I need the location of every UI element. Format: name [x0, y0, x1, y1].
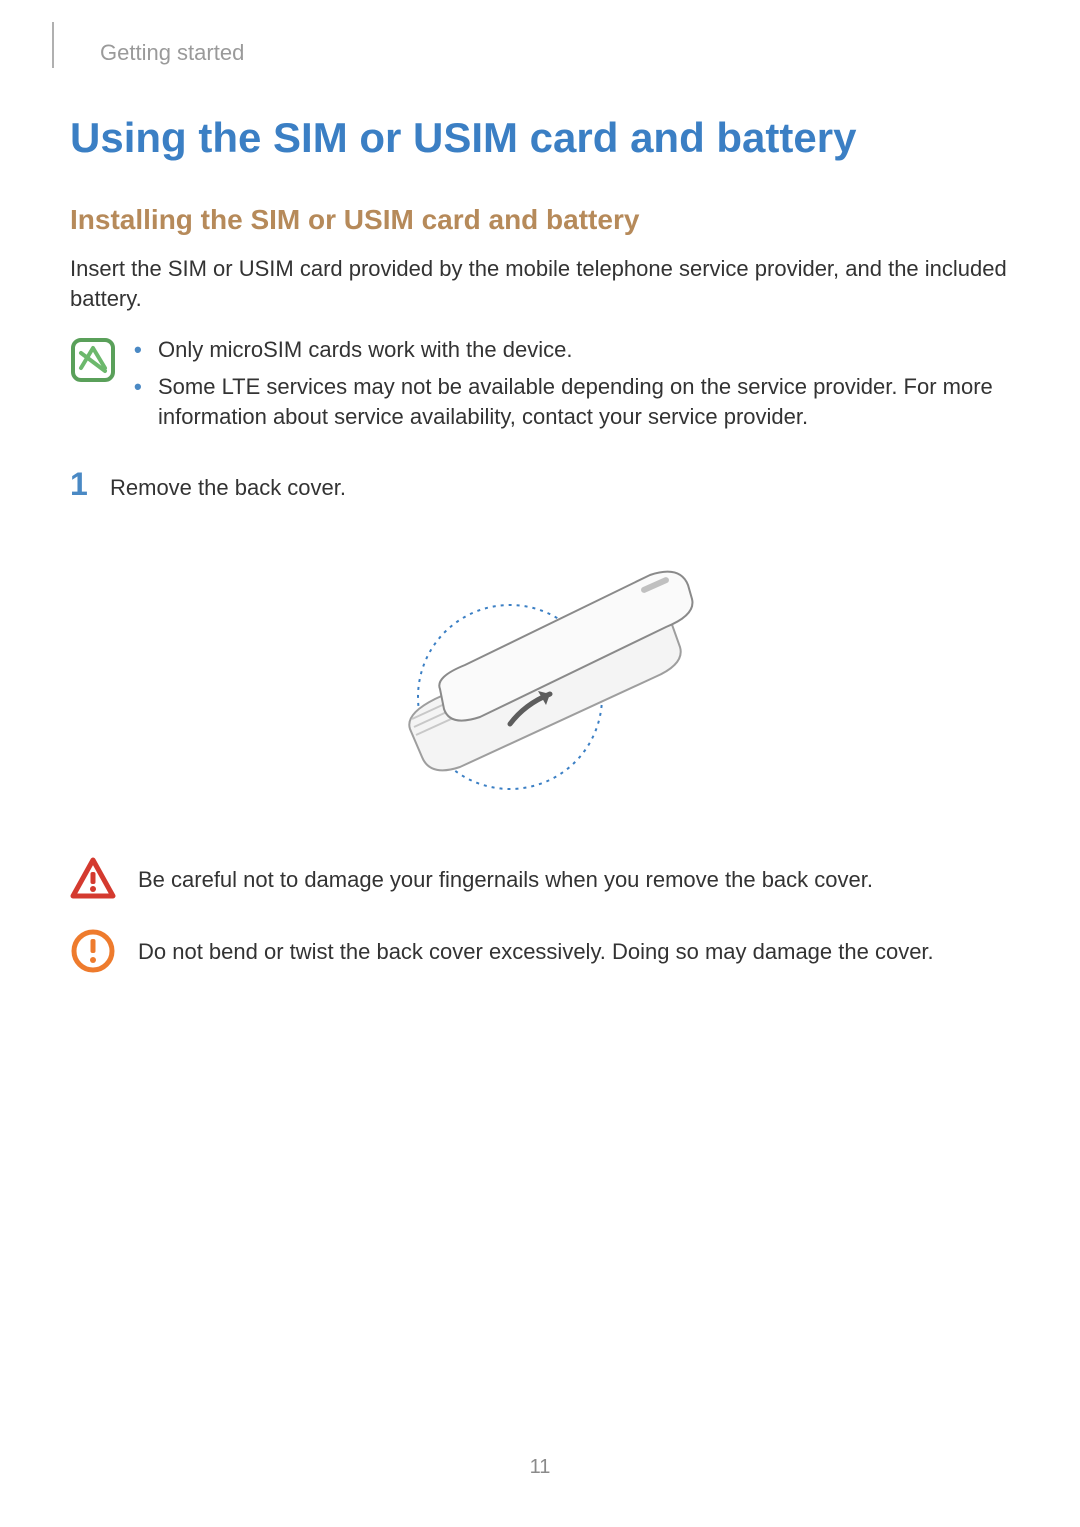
note-bullet: • Only microSIM cards work with the devi… [134, 335, 1010, 365]
warning-callout: Be careful not to damage your fingernail… [70, 856, 1010, 902]
step-row: 1 Remove the back cover. [70, 466, 1010, 503]
illustration [70, 529, 1010, 814]
header-rule [52, 22, 54, 68]
note-content: • Only microSIM cards work with the devi… [134, 335, 1010, 438]
step-number: 1 [70, 466, 110, 503]
page-content: Getting started Using the SIM or USIM ca… [0, 0, 1080, 1527]
page-number: 11 [0, 1456, 1080, 1479]
note-bullet-text: Only microSIM cards work with the device… [158, 335, 572, 365]
caution-text: Do not bend or twist the back cover exce… [138, 937, 934, 967]
note-icon [70, 337, 116, 383]
warning-triangle-icon [70, 856, 116, 902]
note-block: • Only microSIM cards work with the devi… [70, 335, 1010, 438]
warning-text: Be careful not to damage your fingernail… [138, 865, 873, 895]
section-subtitle: Installing the SIM or USIM card and batt… [70, 204, 1010, 236]
bullet-dot-icon: • [134, 372, 158, 433]
phone-cover-diagram-icon [350, 529, 730, 809]
page-title: Using the SIM or USIM card and battery [70, 114, 1010, 162]
caution-callout: Do not bend or twist the back cover exce… [70, 928, 1010, 974]
intro-paragraph: Insert the SIM or USIM card provided by … [70, 254, 1010, 313]
caution-circle-icon [70, 928, 116, 974]
step-text: Remove the back cover. [110, 471, 346, 501]
bullet-dot-icon: • [134, 335, 158, 365]
note-bullet-text: Some LTE services may not be available d… [158, 372, 1010, 433]
note-bullet: • Some LTE services may not be available… [134, 372, 1010, 433]
breadcrumb: Getting started [100, 40, 1010, 66]
